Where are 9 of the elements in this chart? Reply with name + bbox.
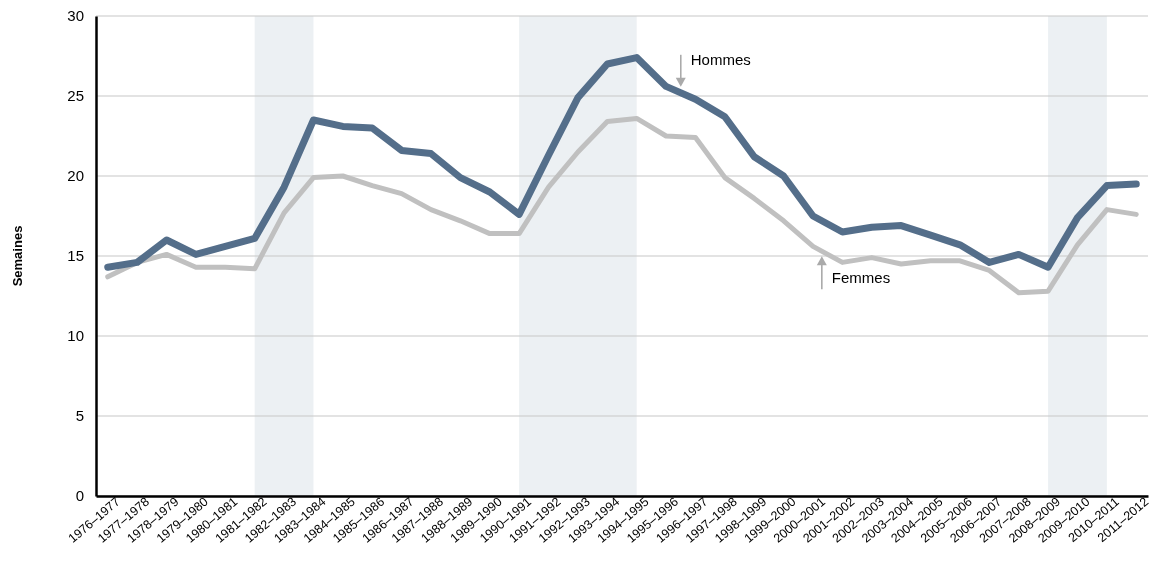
series-label: Femmes (831, 269, 891, 287)
series-label: Hommes (690, 50, 751, 68)
y-axis-title: Semaines (10, 225, 25, 287)
y-tick-label: 25 (67, 87, 84, 105)
y-tick-label: 20 (67, 167, 84, 185)
y-tick-label: 30 (67, 7, 84, 25)
y-tick-label: 10 (67, 327, 84, 345)
y-tick-label: 15 (67, 247, 84, 265)
y-tick-label: 5 (75, 407, 84, 425)
